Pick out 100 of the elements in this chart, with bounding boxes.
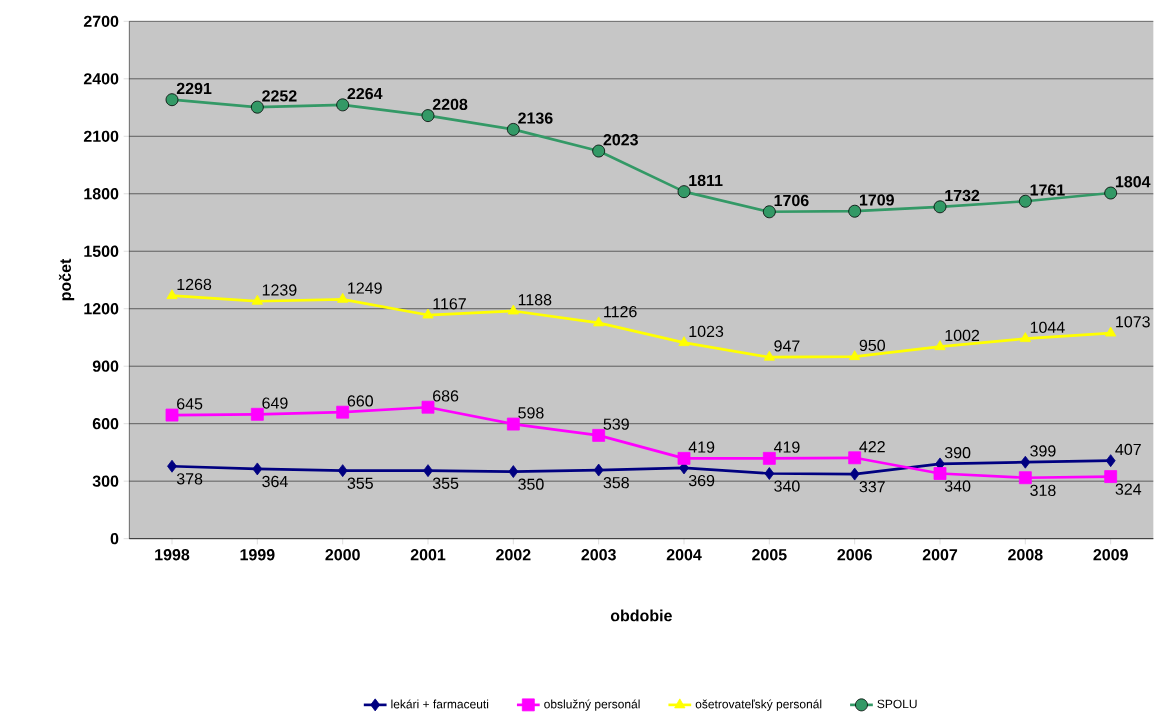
point (934, 340, 946, 351)
data-label: 686 (433, 390, 459, 402)
data-label: 1126 (604, 305, 637, 318)
point (337, 292, 349, 303)
data-label: 2264 (347, 87, 383, 100)
point (422, 308, 434, 319)
x-tick-label: 2006 (837, 549, 872, 561)
x-tick-label: 1998 (155, 549, 190, 561)
point (506, 417, 520, 431)
y-tick-label: 1200 (84, 303, 119, 315)
point (336, 98, 350, 112)
point (933, 467, 947, 480)
data-label: 645 (177, 398, 203, 410)
x-tick-label: 2008 (1008, 549, 1043, 561)
data-label: 2136 (518, 112, 553, 124)
y-axis-title: počet (58, 258, 75, 301)
point (592, 144, 606, 158)
y-tick-label: 1800 (84, 188, 119, 200)
data-label: 1073 (1116, 316, 1150, 328)
data-label: 419 (688, 441, 715, 453)
y-tick-label: 0 (110, 533, 119, 545)
data-label: 649 (262, 397, 288, 409)
point (762, 451, 776, 465)
data-label: 1249 (348, 282, 382, 294)
data-label: 422 (859, 441, 885, 453)
legend-label: lekári + farmaceuti (391, 699, 489, 709)
point (166, 289, 178, 300)
x-tick-label: 2004 (666, 549, 702, 561)
data-label: 1188 (518, 294, 552, 306)
point (849, 467, 860, 481)
point (1105, 454, 1116, 468)
point (508, 465, 519, 478)
point (507, 304, 519, 315)
data-label: 355 (347, 477, 373, 489)
point (849, 350, 861, 361)
data-label: 598 (518, 407, 544, 419)
point (1019, 332, 1031, 343)
data-label: 1023 (689, 325, 724, 338)
point (165, 408, 179, 422)
point (1018, 471, 1032, 485)
data-label: 337 (859, 481, 885, 493)
data-label: 318 (1030, 484, 1056, 496)
data-label: 407 (1115, 443, 1141, 456)
y-tick-label: 1500 (84, 245, 119, 257)
data-label: 1811 (689, 174, 723, 187)
point (677, 185, 691, 199)
point (762, 205, 776, 219)
point (423, 464, 433, 478)
data-label: 1709 (859, 194, 894, 206)
point (592, 428, 606, 442)
x-tick-label: 2005 (752, 549, 787, 561)
data-label: 1044 (1030, 321, 1065, 334)
point (336, 405, 350, 419)
data-label: 350 (518, 478, 544, 490)
x-tick-label: 2003 (581, 549, 616, 561)
data-label: 355 (432, 477, 459, 489)
data-label: 539 (603, 418, 629, 430)
x-tick-label: 2000 (325, 549, 360, 561)
y-tick-label: 300 (92, 475, 119, 487)
point (933, 200, 947, 214)
x-axis-title: obdobie (610, 609, 672, 622)
data-label: 1268 (177, 278, 212, 291)
point (848, 451, 862, 465)
data-label: 660 (347, 395, 374, 407)
point (1020, 455, 1031, 469)
data-label: 1239 (262, 284, 297, 296)
y-tick-label: 2700 (83, 15, 119, 27)
x-tick-label: 2009 (1093, 549, 1128, 561)
y-tick-label: 900 (92, 360, 119, 372)
data-label: 1167 (433, 298, 466, 310)
point (250, 407, 264, 421)
data-label: 2252 (262, 90, 297, 102)
point (1104, 470, 1118, 483)
legend-label: obslužný personál (544, 699, 640, 711)
data-label: 1002 (945, 329, 980, 342)
data-label: 2023 (603, 134, 638, 146)
x-tick-label: 2002 (496, 549, 531, 561)
data-label: 947 (774, 340, 800, 352)
point (1018, 194, 1032, 208)
data-label: 2291 (176, 82, 212, 95)
legend-label: SPOLU (877, 699, 917, 709)
point (167, 459, 177, 473)
point (593, 316, 605, 327)
data-label: 340 (774, 480, 800, 492)
data-label: 369 (688, 474, 715, 487)
x-tick-label: 2001 (410, 549, 446, 561)
point (165, 93, 179, 107)
data-label: 390 (944, 447, 971, 459)
data-label: 1706 (774, 194, 809, 207)
data-label: 1804 (1115, 176, 1151, 188)
point (337, 464, 348, 478)
data-label: 1732 (945, 189, 980, 202)
point (1105, 326, 1117, 337)
point (421, 400, 435, 414)
data-label: 324 (1115, 483, 1142, 495)
data-label: 378 (176, 473, 203, 485)
point (506, 122, 520, 136)
data-label: 399 (1030, 445, 1056, 457)
point (764, 467, 775, 480)
data-label: 2208 (432, 98, 468, 110)
